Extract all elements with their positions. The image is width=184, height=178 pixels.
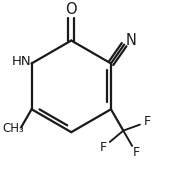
Text: CH₃: CH₃	[3, 122, 24, 135]
Text: F: F	[144, 115, 151, 128]
Text: F: F	[100, 141, 107, 154]
Text: N: N	[126, 33, 137, 48]
Text: F: F	[132, 146, 140, 159]
Text: HN: HN	[12, 55, 32, 68]
Text: O: O	[66, 2, 77, 17]
